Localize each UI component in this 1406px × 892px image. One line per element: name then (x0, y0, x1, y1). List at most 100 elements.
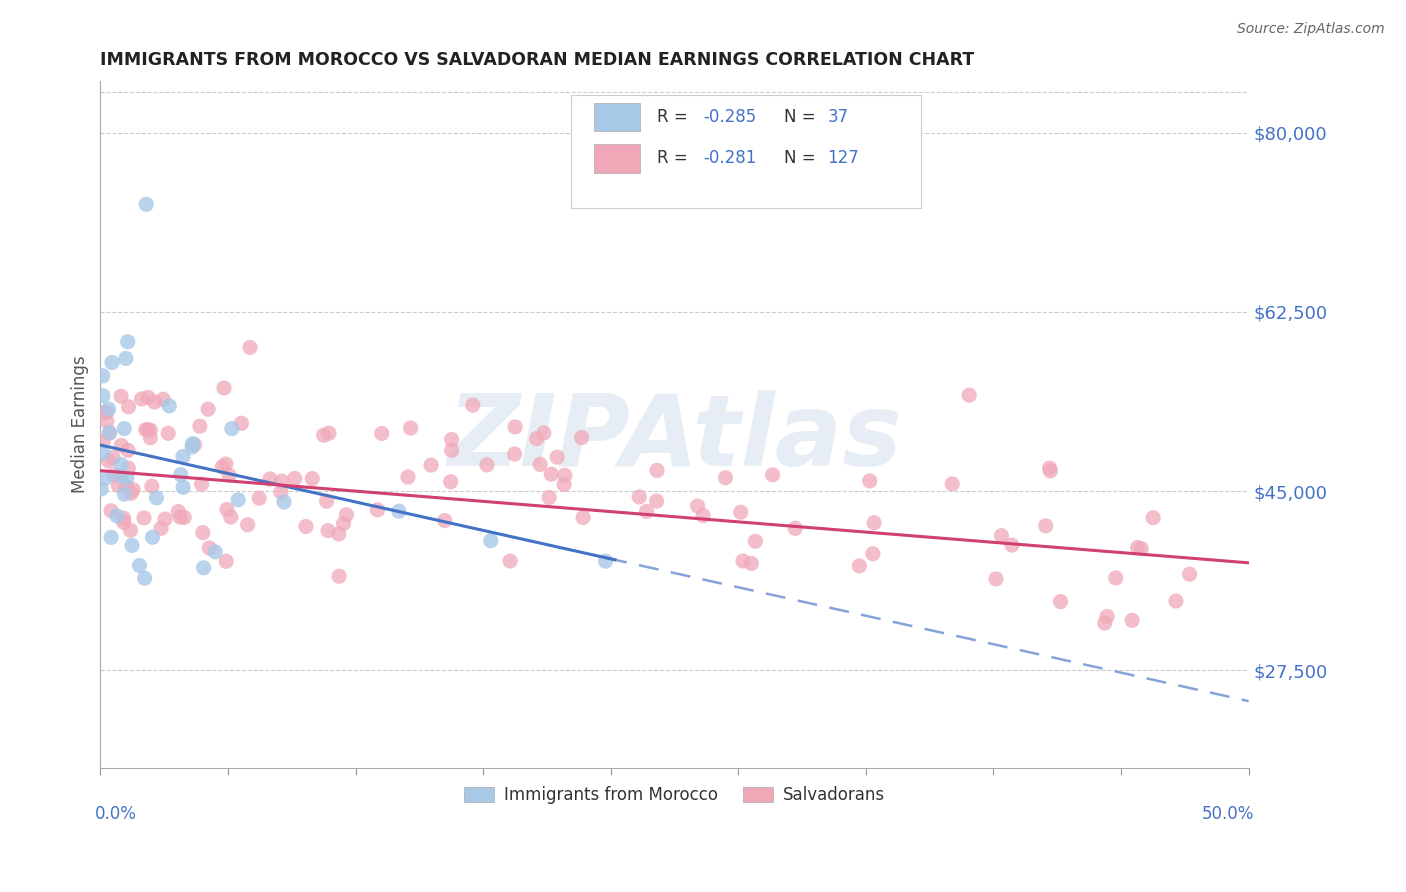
Point (645, 463, 668, 477)
Text: -0.285: -0.285 (703, 108, 756, 126)
Point (172, 480, 194, 494)
Point (167, 504, 190, 518)
Point (546, 450, 568, 465)
Point (121, 538, 143, 552)
Point (100, 504, 122, 518)
Point (371, 426, 394, 441)
Point (198, 541, 221, 555)
Point (503, 447, 526, 461)
Point (301, 472, 323, 486)
Point (150, 521, 173, 535)
Point (1049, 594, 1071, 608)
Point (145, 491, 167, 505)
Point (284, 471, 307, 485)
Point (440, 433, 463, 447)
Point (848, 558, 870, 573)
Text: R =: R = (657, 149, 693, 167)
Point (270, 474, 292, 488)
Point (91, 446, 114, 460)
Point (499, 554, 522, 568)
Point (984, 572, 1007, 586)
Point (328, 569, 350, 583)
Text: ZIPAtlas: ZIPAtlas (447, 390, 901, 487)
Point (366, 503, 388, 517)
Point (173, 510, 195, 524)
Text: N =: N = (783, 108, 821, 126)
Point (110, 389, 132, 403)
Point (433, 514, 456, 528)
Point (131, 392, 153, 406)
Point (188, 419, 211, 434)
Point (236, 517, 259, 532)
Point (101, 355, 124, 369)
Point (134, 571, 156, 585)
Point (112, 516, 135, 530)
Point (197, 402, 219, 417)
Point (139, 431, 162, 445)
Point (100, 530, 122, 544)
Point (141, 479, 163, 493)
Point (785, 521, 807, 535)
Point (172, 450, 194, 464)
Point (1121, 613, 1143, 627)
Point (335, 508, 357, 522)
Point (318, 426, 340, 441)
Point (90, 482, 112, 496)
Text: 37: 37 (827, 108, 848, 126)
Text: 0.0%: 0.0% (94, 805, 136, 823)
Point (169, 510, 191, 524)
Point (1164, 594, 1187, 608)
Point (396, 470, 419, 484)
Point (686, 499, 709, 513)
Legend: Immigrants from Morocco, Salvadorans: Immigrants from Morocco, Salvadorans (457, 780, 891, 811)
Point (97, 454, 120, 468)
Point (332, 516, 354, 531)
Point (1035, 518, 1057, 533)
FancyBboxPatch shape (595, 103, 640, 131)
Point (101, 450, 124, 465)
Point (110, 438, 132, 452)
Point (628, 490, 651, 504)
Point (103, 467, 125, 482)
Point (110, 458, 132, 472)
Point (554, 468, 576, 483)
Point (115, 479, 138, 493)
Point (219, 510, 242, 524)
Point (533, 425, 555, 440)
Point (117, 400, 139, 414)
Point (181, 440, 204, 454)
Point (183, 437, 205, 451)
Point (475, 458, 498, 472)
Point (1095, 609, 1118, 624)
Point (110, 468, 132, 483)
Point (571, 431, 593, 445)
Point (94, 405, 117, 419)
Point (96, 405, 118, 419)
Text: N =: N = (783, 149, 821, 167)
Text: 50.0%: 50.0% (1202, 805, 1254, 823)
Point (259, 472, 281, 486)
Point (112, 487, 135, 501)
Point (153, 512, 176, 526)
Point (120, 486, 142, 500)
Point (553, 477, 575, 491)
Text: -0.281: -0.281 (703, 149, 756, 167)
Point (215, 502, 238, 516)
Point (1142, 510, 1164, 524)
Point (730, 505, 752, 519)
Point (315, 494, 337, 508)
Point (295, 519, 318, 533)
Point (1126, 541, 1149, 555)
Point (91, 368, 114, 383)
Point (215, 457, 238, 471)
Point (328, 527, 350, 541)
Point (135, 197, 157, 211)
Point (740, 557, 762, 571)
Point (193, 561, 215, 575)
Point (399, 421, 422, 435)
Point (1039, 461, 1062, 475)
Point (112, 421, 135, 435)
Point (1039, 464, 1062, 478)
Point (120, 523, 142, 537)
Point (572, 510, 595, 524)
